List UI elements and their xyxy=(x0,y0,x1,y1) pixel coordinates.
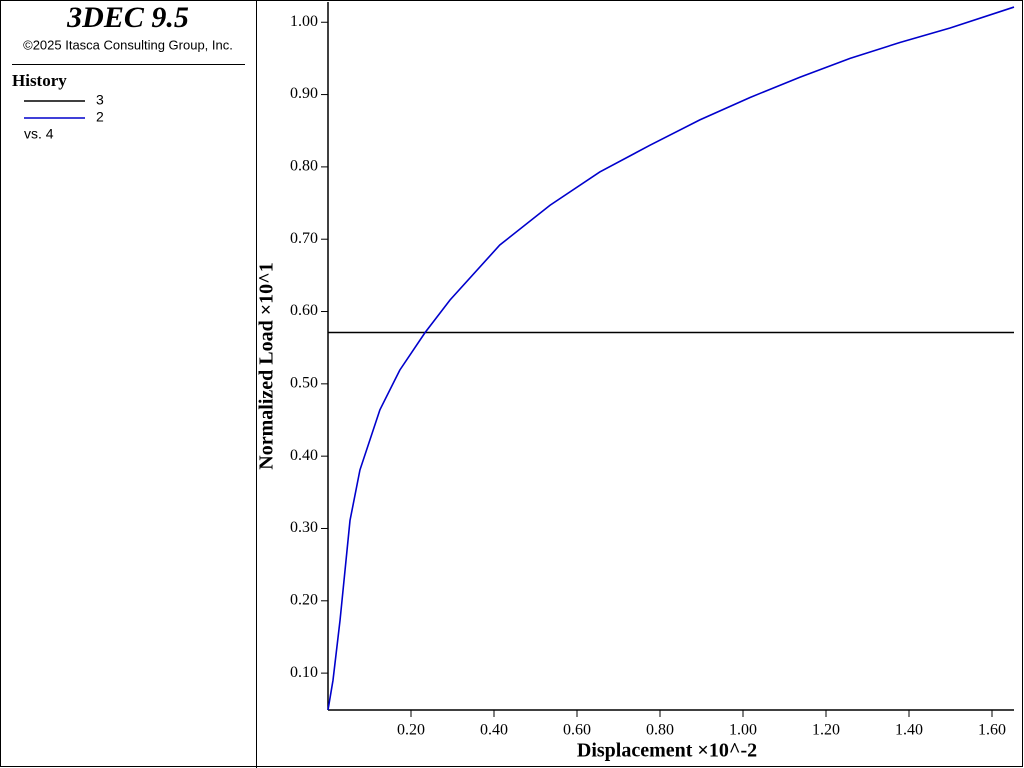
x-tick-label: 0.40 xyxy=(480,722,508,739)
y-tick-label: 0.60 xyxy=(290,302,318,319)
series-line xyxy=(327,6,1015,711)
x-series-label: vs. 4 xyxy=(24,126,54,142)
legend-title: History xyxy=(12,71,67,90)
legend-label: 3 xyxy=(96,92,104,108)
x-tick-label: 0.60 xyxy=(563,722,591,739)
y-tick-label: 0.70 xyxy=(290,230,318,247)
y-tick-label: 1.00 xyxy=(290,13,318,30)
y-tick-label: 0.40 xyxy=(290,447,318,464)
y-tick-label: 0.20 xyxy=(290,591,318,608)
y-tick-label: 0.30 xyxy=(290,519,318,536)
y-tick-label: 0.10 xyxy=(290,664,318,681)
y-tick-label: 0.90 xyxy=(290,85,318,102)
legend-label: 2 xyxy=(96,109,104,125)
x-tick-label: 1.20 xyxy=(812,722,840,739)
x-tick-label: 0.20 xyxy=(397,722,425,739)
copyright: ©2025 Itasca Consulting Group, Inc. xyxy=(23,37,233,52)
y-axis-title: Normalized Load ×10^1 xyxy=(256,262,278,469)
x-tick-label: 1.00 xyxy=(729,722,757,739)
y-tick-label: 0.80 xyxy=(290,158,318,175)
x-tick-label: 1.40 xyxy=(895,722,923,739)
x-tick-label: 1.60 xyxy=(978,722,1006,739)
x-tick-label: 0.80 xyxy=(646,722,674,739)
app-title: 3DEC 9.5 xyxy=(66,1,189,34)
y-tick-label: 0.50 xyxy=(290,375,318,392)
x-axis-title: Displacement ×10^-2 xyxy=(577,740,757,762)
